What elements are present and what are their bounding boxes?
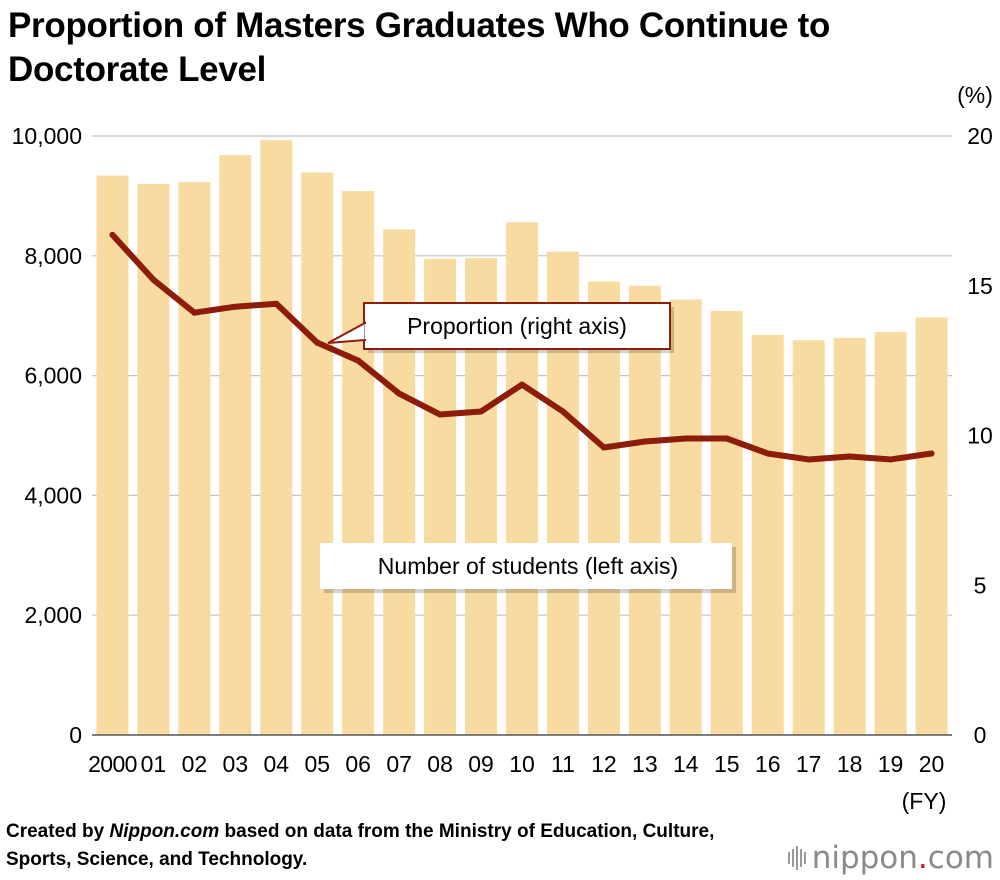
bar-06 <box>342 191 375 735</box>
logo-tld: com <box>927 840 994 876</box>
x-tick-label: 14 <box>673 751 699 777</box>
line-point-11 <box>559 408 566 415</box>
left-tick-label: 10,000 <box>12 123 82 149</box>
students-callout-label: Number of students (left axis) <box>378 553 678 579</box>
line-point-01 <box>150 276 157 283</box>
line-series <box>109 231 935 463</box>
bar-18 <box>833 337 866 735</box>
source-suffix: based on data from the Ministry of Educa… <box>6 821 715 870</box>
right-tick-label: 0 <box>974 722 987 748</box>
right-tick-label: 20 <box>967 123 993 149</box>
proportion-callout-label: Proportion (right axis) <box>407 313 627 339</box>
right-axis-ticks: 0 5 10 15 20 <box>967 123 993 748</box>
x-tick-label: 17 <box>796 751 822 777</box>
x-tick-label: 06 <box>345 751 371 777</box>
line-point-19 <box>887 456 894 463</box>
line-point-14 <box>682 435 689 442</box>
source-site: Nippon.com <box>109 821 220 842</box>
line-point-04 <box>273 300 280 307</box>
logo-name: nippon <box>811 840 918 876</box>
x-tick-label: 03 <box>223 751 249 777</box>
proportion-callout: Proportion (right axis) <box>327 302 674 353</box>
bar-13 <box>628 285 661 735</box>
left-tick-label: 8,000 <box>24 243 82 269</box>
right-tick-label: 5 <box>974 572 987 598</box>
x-tick-label: 01 <box>141 751 167 777</box>
bar-15 <box>710 310 743 735</box>
students-callout: Number of students (left axis) <box>320 543 736 593</box>
bar-14 <box>669 299 702 735</box>
x-tick-label: 15 <box>714 751 740 777</box>
line-point-18 <box>846 453 853 460</box>
logo-bars-icon <box>787 846 806 870</box>
bar-series <box>96 140 948 736</box>
source-prefix: Created by <box>6 821 110 842</box>
bar-20 <box>915 317 948 735</box>
bar-02 <box>178 182 211 736</box>
x-tick-label: 16 <box>755 751 781 777</box>
source-note: Created by Nippon.com based on data from… <box>6 818 726 874</box>
logo-dot: . <box>917 840 928 876</box>
line-point-06 <box>355 357 362 364</box>
x-tick-label: 09 <box>468 751 494 777</box>
left-tick-label: 4,000 <box>24 482 82 508</box>
bar-10 <box>506 222 538 736</box>
x-tick-label: 04 <box>263 751 289 777</box>
line-point-05 <box>314 339 321 346</box>
bar-04 <box>260 140 293 735</box>
line-point-03 <box>232 303 239 310</box>
line-point-15 <box>723 435 730 442</box>
x-tick-label: 2000 <box>88 751 137 777</box>
line-point-20 <box>928 450 935 457</box>
x-tick-label: 02 <box>182 751 208 777</box>
bar-12 <box>587 281 620 735</box>
right-tick-label: 10 <box>967 423 993 449</box>
left-tick-label: 6,000 <box>24 363 82 389</box>
x-tick-label: 10 <box>509 751 535 777</box>
nippon-logo: nippon.com <box>787 840 994 876</box>
line-point-07 <box>396 390 403 397</box>
x-axis-ticks: 2000 01 02 03 04 05 06 07 08 09 10 11 12 13 14 15 16 17 18… <box>88 751 944 777</box>
line-point-09 <box>478 408 485 415</box>
x-tick-label: 12 <box>591 751 617 777</box>
x-tick-label: 18 <box>837 751 863 777</box>
left-axis-ticks: 0 2,000 4,000 6,000 8,000 10,000 <box>12 123 82 748</box>
x-axis-unit: (FY) <box>902 788 947 814</box>
line-point-16 <box>764 450 771 457</box>
bar-19 <box>874 331 907 735</box>
x-tick-label: 08 <box>427 751 453 777</box>
line-point-08 <box>437 411 444 418</box>
bar-03 <box>219 155 252 736</box>
x-tick-label: 19 <box>878 751 904 777</box>
line-point-2000 <box>109 231 116 238</box>
line-point-10 <box>519 381 525 388</box>
x-tick-label: 05 <box>304 751 330 777</box>
right-axis-unit: (%) <box>957 82 993 108</box>
line-point-12 <box>600 444 607 451</box>
bar-16 <box>751 334 784 735</box>
line-point-17 <box>805 456 812 463</box>
bar-17 <box>792 340 825 735</box>
left-tick-label: 2,000 <box>24 602 82 628</box>
chart-title: Proportion of Masters Graduates Who Cont… <box>8 6 831 89</box>
x-tick-label: 13 <box>632 751 658 777</box>
x-tick-label: 07 <box>386 751 412 777</box>
right-tick-label: 15 <box>967 273 993 299</box>
line-point-13 <box>641 438 648 445</box>
bar-2000 <box>96 175 129 735</box>
left-tick-label: 0 <box>69 722 82 748</box>
line-point-02 <box>191 309 198 316</box>
x-tick-label: 11 <box>551 751 575 777</box>
bar-05 <box>301 172 334 735</box>
x-tick-label: 20 <box>919 751 945 777</box>
